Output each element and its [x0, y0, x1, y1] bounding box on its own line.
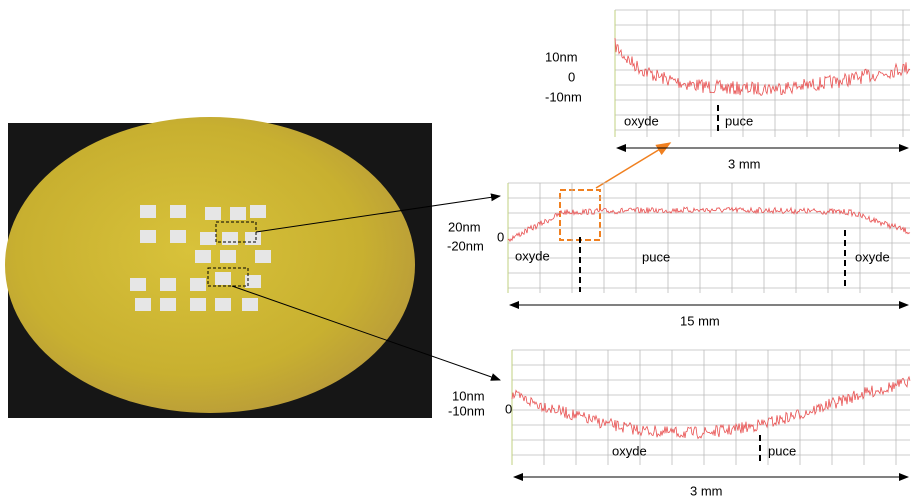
y-label: -20nm — [447, 238, 484, 253]
chip — [250, 205, 266, 218]
y-label: 0 — [505, 401, 512, 416]
chip — [195, 250, 211, 263]
chip — [245, 232, 261, 245]
chip — [205, 207, 221, 220]
scale-label: 3 mm — [728, 156, 761, 171]
chip — [222, 232, 238, 245]
annotation: puce — [768, 443, 796, 458]
pointer-arrow — [255, 193, 501, 233]
chip — [215, 272, 231, 285]
chip — [170, 205, 186, 218]
annotation: puce — [642, 249, 670, 264]
chip — [160, 298, 176, 311]
chips — [130, 205, 271, 311]
y-label: 10nm — [452, 388, 485, 403]
annotation: oxyde — [624, 113, 659, 128]
y-label: 20nm — [448, 219, 481, 234]
pointer-arrow — [231, 285, 501, 381]
chip — [190, 298, 206, 311]
y-label: -10nm — [448, 403, 485, 418]
chip — [200, 232, 216, 245]
profile-trace — [507, 206, 911, 243]
annotation: oxyde — [855, 249, 890, 264]
y-label: -10nm — [545, 89, 582, 104]
wafer — [5, 117, 415, 413]
annotation: puce — [725, 113, 753, 128]
zoom-box — [559, 189, 601, 241]
roi-box — [207, 267, 249, 287]
chip — [242, 298, 258, 311]
chip — [130, 278, 146, 291]
chip — [215, 298, 231, 311]
profile-trace — [614, 37, 911, 97]
annotation: oxyde — [612, 443, 647, 458]
chip — [230, 207, 246, 220]
scale-label: 3 mm — [690, 483, 723, 498]
chip — [135, 298, 151, 311]
chip — [170, 230, 186, 243]
chip — [190, 278, 206, 291]
profile-trace — [511, 375, 911, 440]
chip — [255, 250, 271, 263]
y-label: 0 — [568, 69, 575, 84]
chip — [140, 205, 156, 218]
chip — [245, 275, 261, 288]
chip — [140, 230, 156, 243]
scale-label: 15 mm — [680, 313, 720, 328]
annotation: oxyde — [515, 248, 550, 263]
chip — [160, 278, 176, 291]
y-label: 0 — [497, 229, 504, 244]
zoom-arrow — [595, 142, 672, 189]
chip — [220, 250, 236, 263]
y-label: 10nm — [545, 49, 578, 64]
